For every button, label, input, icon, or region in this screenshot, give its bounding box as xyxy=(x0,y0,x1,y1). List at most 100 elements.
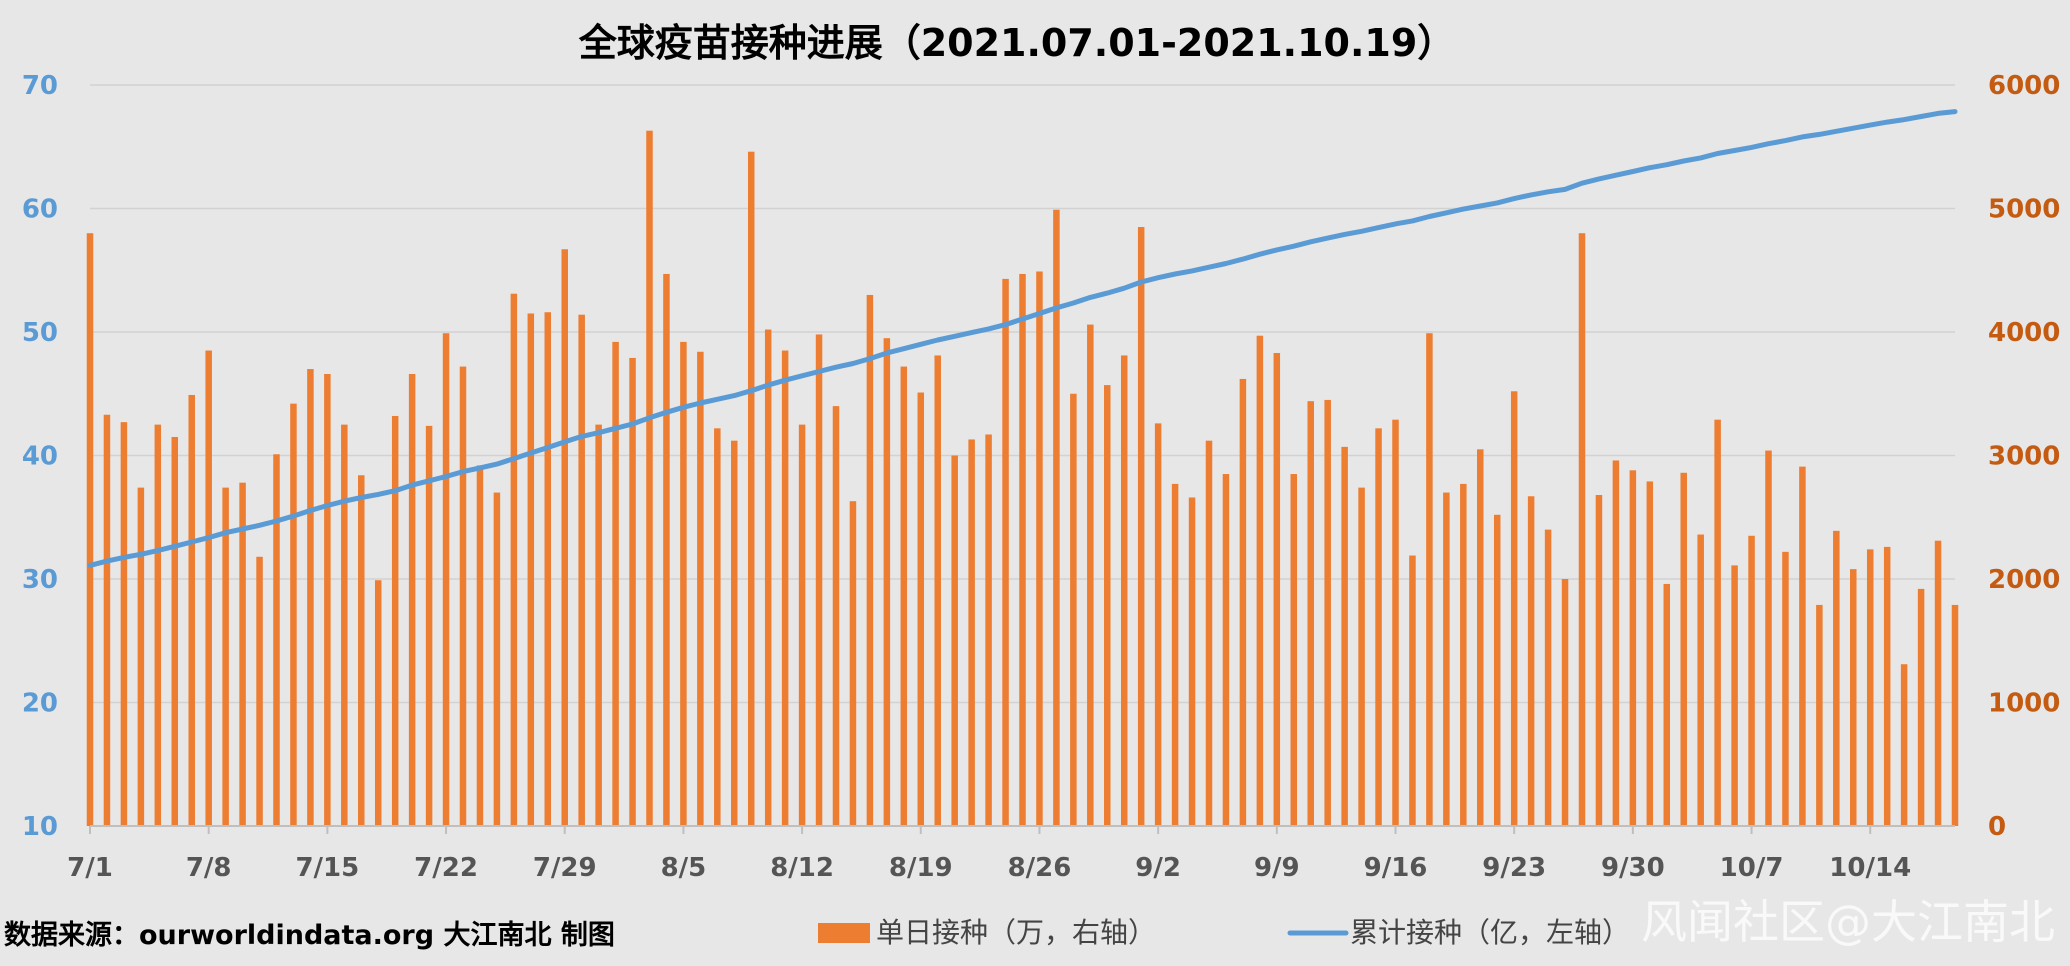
bar-77 xyxy=(1392,419,1399,826)
bar-88 xyxy=(1578,233,1586,826)
bar-62 xyxy=(1137,227,1145,826)
x-tick-label-8: 8/26 xyxy=(1008,853,1072,883)
x-tick-label-6: 8/12 xyxy=(770,853,834,883)
bar-16 xyxy=(358,475,365,826)
bar-53 xyxy=(985,434,992,826)
bar-39 xyxy=(747,151,755,826)
x-tick-label-10: 9/9 xyxy=(1254,853,1300,883)
bar-102 xyxy=(1816,604,1823,826)
bar-63 xyxy=(1154,423,1162,826)
bar-90 xyxy=(1612,460,1620,826)
chart-title: 全球疫苗接种进展（2021.07.01-2021.10.19） xyxy=(578,21,1456,65)
x-tick-label-12: 9/23 xyxy=(1482,853,1546,883)
line-series-cumulative xyxy=(87,109,1958,568)
left-tick-label-1: 20 xyxy=(22,689,58,719)
bar-0 xyxy=(86,233,94,826)
bar-74 xyxy=(1341,446,1348,826)
watermark: 风闻社区@大江南北 xyxy=(1641,895,2055,949)
right-axis-ticks: 0 1000 2000 3000 4000 5000 6000 xyxy=(1988,71,2060,842)
bar-87 xyxy=(1561,579,1569,826)
x-tick-label-14: 10/7 xyxy=(1720,853,1784,883)
bar-68 xyxy=(1239,378,1247,826)
bar-11 xyxy=(273,454,280,826)
bar-7 xyxy=(205,350,212,826)
bar-46 xyxy=(866,294,874,826)
bar-76 xyxy=(1375,428,1382,826)
x-tick-label-9: 9/2 xyxy=(1135,853,1181,883)
bar-series-daily xyxy=(86,130,1959,827)
bar-13 xyxy=(307,369,314,826)
bar-89 xyxy=(1595,495,1603,826)
bar-82 xyxy=(1477,449,1484,826)
legend-label-line: 累计接种（亿，左轴） xyxy=(1350,916,1630,949)
bar-30 xyxy=(595,424,602,826)
bar-1 xyxy=(103,414,111,826)
bar-36 xyxy=(697,351,704,826)
bar-44 xyxy=(832,406,840,826)
bar-52 xyxy=(968,439,975,826)
bar-48 xyxy=(900,366,908,826)
bar-45 xyxy=(849,501,857,826)
left-tick-label-6: 70 xyxy=(22,71,58,101)
bar-80 xyxy=(1443,492,1450,826)
bar-54 xyxy=(1002,278,1009,826)
x-tick-label-2: 7/15 xyxy=(295,853,359,883)
x-axis-ticks: 7/1 7/8 7/15 7/22 7/29 8/5 8/12 8/19 8/26 9/2 9/9 9… xyxy=(67,826,1911,883)
bar-3 xyxy=(137,487,145,826)
bar-51 xyxy=(951,455,958,826)
bar-78 xyxy=(1409,555,1416,826)
bar-67 xyxy=(1222,474,1230,826)
bar-10 xyxy=(256,556,263,826)
right-tick-label-2: 2000 xyxy=(1988,565,2060,595)
bar-33 xyxy=(646,130,653,826)
bar-14 xyxy=(324,373,331,826)
source-note: 数据来源：ourworldindata.org 大江南北 制图 xyxy=(4,920,615,951)
bar-61 xyxy=(1120,355,1128,826)
bar-95 xyxy=(1697,534,1704,826)
bar-79 xyxy=(1426,333,1433,826)
bar-104 xyxy=(1850,569,1857,826)
x-tick-label-1: 7/8 xyxy=(186,853,232,883)
bar-50 xyxy=(934,355,941,826)
bar-93 xyxy=(1663,583,1671,826)
bar-23 xyxy=(476,465,484,826)
bar-34 xyxy=(663,273,670,827)
left-tick-label-4: 50 xyxy=(22,318,58,348)
bar-4 xyxy=(154,424,162,826)
bar-19 xyxy=(408,373,416,826)
bar-24 xyxy=(493,492,501,826)
bar-70 xyxy=(1273,352,1281,826)
bar-28 xyxy=(561,249,568,826)
bar-9 xyxy=(239,482,246,826)
bar-42 xyxy=(798,424,806,826)
bar-98 xyxy=(1748,535,1755,826)
bar-12 xyxy=(290,403,297,826)
left-tick-label-5: 60 xyxy=(22,195,58,225)
bar-106 xyxy=(1883,546,1891,826)
x-tick-label-5: 8/5 xyxy=(661,853,707,883)
bar-29 xyxy=(578,314,585,826)
right-tick-label-5: 5000 xyxy=(1988,195,2060,225)
bar-110 xyxy=(1951,604,1959,826)
bar-35 xyxy=(680,341,687,826)
x-tick-label-4: 7/29 xyxy=(533,853,597,883)
bar-55 xyxy=(1019,273,1026,827)
bar-65 xyxy=(1188,497,1196,826)
bar-66 xyxy=(1205,440,1213,826)
bar-25 xyxy=(510,293,518,827)
bar-69 xyxy=(1256,335,1264,826)
bar-81 xyxy=(1460,483,1467,826)
bar-31 xyxy=(612,341,619,826)
bar-57 xyxy=(1053,209,1060,827)
bar-22 xyxy=(459,366,467,826)
bar-32 xyxy=(629,357,636,826)
bar-94 xyxy=(1680,472,1687,826)
x-tick-label-13: 9/30 xyxy=(1601,853,1665,883)
bar-26 xyxy=(527,313,535,827)
bar-20 xyxy=(425,425,433,826)
bar-83 xyxy=(1493,514,1501,826)
bar-47 xyxy=(883,338,891,826)
bar-8 xyxy=(222,487,229,826)
bar-108 xyxy=(1917,588,1925,826)
